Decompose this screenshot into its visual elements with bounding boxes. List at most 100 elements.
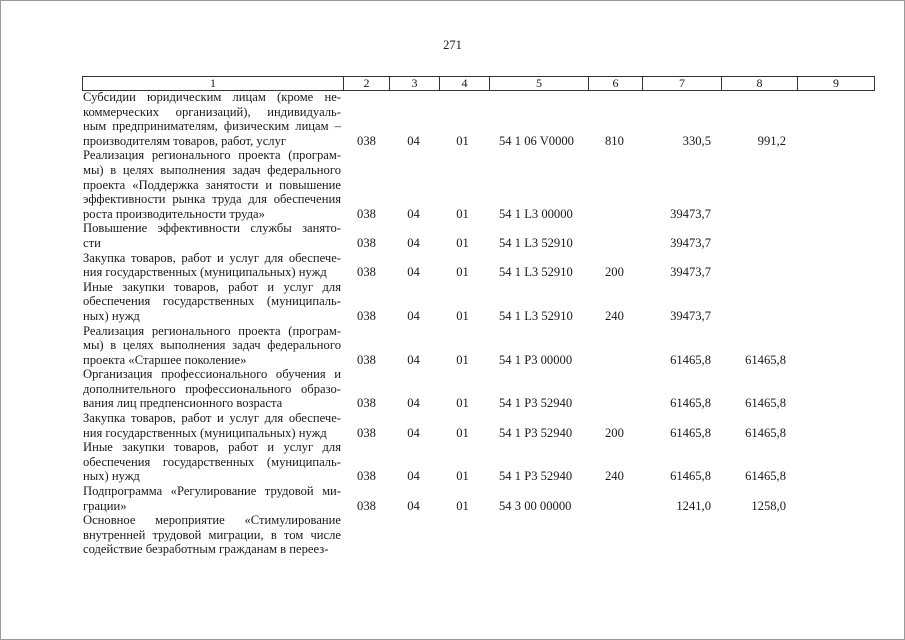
header-col-4: 4 — [439, 77, 489, 90]
header-col-2: 2 — [343, 77, 389, 90]
cell-col-4: 01 — [456, 425, 469, 440]
table-row: Повышение эффективности службы занято-ст… — [83, 221, 866, 250]
cell-col-5: 54 1 06 V0000 — [499, 133, 574, 148]
table-row: Реализация регионального проекта (програ… — [83, 324, 866, 368]
cell-col-4: 01 — [456, 469, 469, 484]
cell-col-2: 038 — [357, 308, 376, 323]
description-line: Реализация регионального проекта (програ… — [83, 148, 341, 163]
table-row: Основное мероприятие «Стимулирование внут… — [83, 513, 866, 557]
row-description: Повышение эффективности службы занято-ст… — [83, 221, 341, 250]
description-line: производителям товаров, работ, услуг — [83, 133, 287, 148]
description-line: коммерческих организаций), индивидуаль- — [83, 104, 341, 119]
description-line: обеспечения государственных (муниципаль- — [83, 454, 341, 469]
cell-col-4: 01 — [456, 498, 469, 513]
description-line: роста производительности труда» — [83, 206, 265, 221]
description-line: содействие безработным гражданам в перее… — [83, 542, 329, 557]
cell-col-6: 240 — [605, 308, 624, 323]
description-line: ных) нужд — [83, 308, 140, 323]
row-description: Иные закупки товаров, работ и услуг для о… — [83, 440, 341, 484]
description-line: Повышение эффективности службы занято- — [83, 221, 341, 236]
row-description: Организация профессионального обучения и… — [83, 367, 341, 411]
cell-col-5: 54 1 P3 00000 — [499, 352, 573, 367]
cell-col-3: 04 — [407, 265, 420, 280]
cell-col-8: 61465,8 — [745, 396, 786, 411]
cell-col-5: 54 3 00 00000 — [499, 498, 572, 513]
description-line: эффективности рынка труда для обеспечени… — [83, 192, 341, 207]
cell-col-7: 61465,8 — [670, 352, 711, 367]
cell-col-2: 038 — [357, 425, 376, 440]
description-line: ния государственных (муниципальных) нужд — [83, 425, 327, 440]
cell-col-6: 200 — [605, 265, 624, 280]
description-line: проекта «Поддержка занятости и повышение — [83, 177, 341, 192]
cell-col-8: 61465,8 — [745, 425, 786, 440]
description-line: ния государственных (муниципальных) нужд — [83, 265, 327, 280]
cell-col-7: 39473,7 — [670, 206, 711, 221]
cell-col-3: 04 — [407, 133, 420, 148]
description-line: Основное мероприятие «Стимулирование — [83, 513, 341, 528]
description-line: Подпрограмма «Регулирование трудовой ми- — [83, 484, 341, 499]
cell-col-5: 54 1 L3 52910 — [499, 235, 573, 250]
cell-col-8: 61465,8 — [745, 352, 786, 367]
table-row: Иные закупки товаров, работ и услуг для о… — [83, 280, 866, 324]
cell-col-8: 991,2 — [757, 133, 786, 148]
header-col-9: 9 — [797, 77, 874, 90]
cell-col-6: 810 — [605, 133, 624, 148]
cell-col-5: 54 1 P3 52940 — [499, 425, 573, 440]
description-line: Реализация регионального проекта (програ… — [83, 323, 341, 338]
description-line: вания лиц предпенсионного возраста — [83, 396, 283, 411]
row-description: Реализация регионального проекта (програ… — [83, 324, 341, 368]
cell-col-3: 04 — [407, 235, 420, 250]
description-line: ным предпринимателям, физическим лицам – — [83, 119, 341, 134]
cell-col-7: 61465,8 — [670, 469, 711, 484]
header-col-7: 7 — [642, 77, 721, 90]
description-line: мы) в целях выполнения задач федеральног… — [83, 162, 341, 177]
cell-col-7: 61465,8 — [670, 425, 711, 440]
row-description: Субсидии юридическим лицам (кроме не-ком… — [83, 90, 341, 148]
table-row: Реализация регионального проекта (програ… — [83, 148, 866, 221]
cell-col-7: 330,5 — [682, 133, 711, 148]
cell-col-4: 01 — [456, 308, 469, 323]
description-line: Организация профессионального обучения и — [83, 367, 341, 382]
header-col-6: 6 — [588, 77, 642, 90]
row-description: Реализация регионального проекта (програ… — [83, 148, 341, 221]
cell-col-5: 54 1 L3 52910 — [499, 265, 573, 280]
cell-col-2: 038 — [357, 206, 376, 221]
cell-col-3: 04 — [407, 469, 420, 484]
budget-table: Субсидии юридическим лицам (кроме не-ком… — [83, 90, 866, 557]
cell-col-7: 39473,7 — [670, 265, 711, 280]
row-description: Подпрограмма «Регулирование трудовой ми-… — [83, 484, 341, 513]
cell-col-2: 038 — [357, 235, 376, 250]
cell-col-3: 04 — [407, 308, 420, 323]
row-description: Основное мероприятие «Стимулирование внут… — [83, 513, 341, 557]
table-row: Закупка товаров, работ и услуг для обесп… — [83, 411, 866, 440]
cell-col-5: 54 1 L3 00000 — [499, 206, 573, 221]
cell-col-4: 01 — [456, 206, 469, 221]
cell-col-3: 04 — [407, 498, 420, 513]
table-row: Субсидии юридическим лицам (кроме не-ком… — [83, 90, 866, 148]
table-row: Организация профессионального обучения и… — [83, 367, 866, 411]
cell-col-2: 038 — [357, 265, 376, 280]
cell-col-3: 04 — [407, 206, 420, 221]
description-line: внутренней трудовой миграции, в том числ… — [83, 527, 341, 542]
description-line: Иные закупки товаров, работ и услуг для — [83, 279, 341, 294]
cell-col-7: 39473,7 — [670, 235, 711, 250]
header-col-8: 8 — [721, 77, 797, 90]
description-line: грации» — [83, 498, 127, 513]
cell-col-4: 01 — [456, 265, 469, 280]
description-line: обеспечения государственных (муниципаль- — [83, 294, 341, 309]
header-col-1: 1 — [210, 76, 216, 90]
cell-col-2: 038 — [357, 469, 376, 484]
description-line: Закупка товаров, работ и услуг для обесп… — [83, 411, 341, 426]
description-line: проекта «Старшее поколение» — [83, 352, 247, 367]
cell-col-4: 01 — [456, 396, 469, 411]
cell-col-2: 038 — [357, 498, 376, 513]
cell-col-8: 1258,0 — [751, 498, 786, 513]
cell-col-3: 04 — [407, 352, 420, 367]
cell-col-8: 61465,8 — [745, 469, 786, 484]
cell-col-7: 61465,8 — [670, 396, 711, 411]
cell-col-2: 038 — [357, 396, 376, 411]
row-description: Закупка товаров, работ и услуг для обесп… — [83, 251, 341, 280]
cell-col-2: 038 — [357, 352, 376, 367]
cell-col-3: 04 — [407, 425, 420, 440]
